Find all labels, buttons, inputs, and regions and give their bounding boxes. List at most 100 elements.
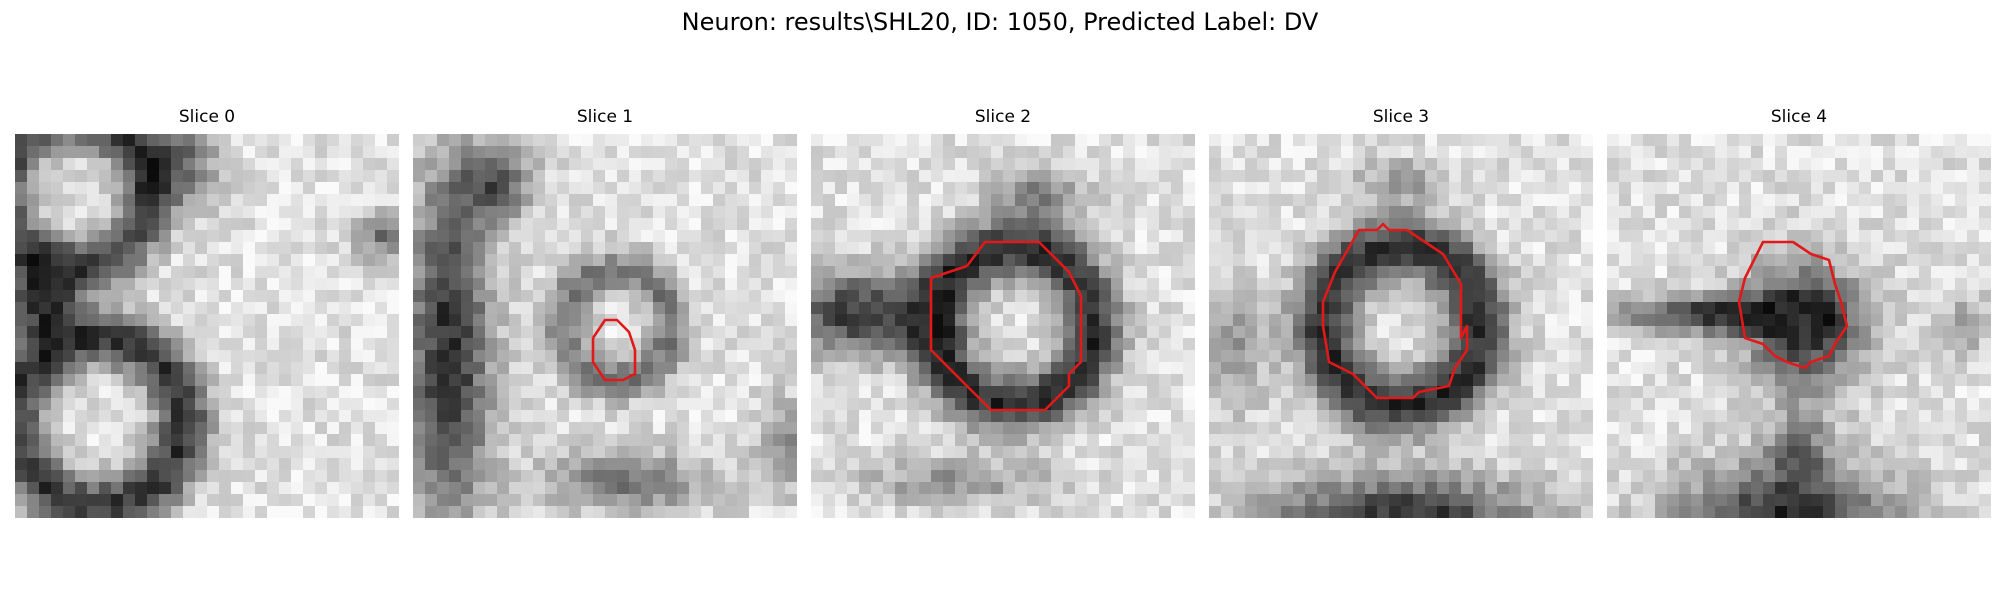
pixel xyxy=(1461,230,1474,243)
pixel xyxy=(545,458,558,471)
pixel xyxy=(1823,170,1836,183)
pixel xyxy=(1581,470,1593,483)
pixel xyxy=(1329,506,1342,518)
pixel xyxy=(1533,302,1546,315)
pixel xyxy=(847,374,860,387)
pixel xyxy=(1497,350,1510,363)
pixel xyxy=(207,326,220,339)
pixel xyxy=(1015,158,1028,171)
pixel xyxy=(1521,326,1534,339)
pixel xyxy=(991,398,1004,411)
pixel xyxy=(979,458,992,471)
pixel xyxy=(1931,422,1944,435)
pixel xyxy=(1389,278,1402,291)
pixel xyxy=(1643,458,1656,471)
pixel xyxy=(267,194,280,207)
pixel xyxy=(437,398,450,411)
pixel xyxy=(919,470,932,483)
pixel xyxy=(773,218,786,231)
pixel xyxy=(461,386,474,399)
pixel xyxy=(1209,302,1222,315)
pixel xyxy=(1039,434,1052,447)
pixel xyxy=(207,374,220,387)
pixel xyxy=(847,146,860,159)
pixel xyxy=(1643,290,1656,303)
pixel xyxy=(279,458,292,471)
pixel xyxy=(773,338,786,351)
pixel xyxy=(1739,134,1752,147)
pixel xyxy=(135,422,148,435)
pixel xyxy=(279,146,292,159)
pixel xyxy=(1051,506,1064,518)
pixel xyxy=(785,326,797,339)
pixel xyxy=(617,494,630,507)
pixel xyxy=(1183,350,1195,363)
pixel xyxy=(1497,470,1510,483)
pixel xyxy=(1377,278,1390,291)
pixel xyxy=(1269,338,1282,351)
pixel xyxy=(847,446,860,459)
pixel xyxy=(581,158,594,171)
pixel xyxy=(1667,278,1680,291)
pixel xyxy=(1739,458,1752,471)
pixel xyxy=(1159,482,1172,495)
pixel xyxy=(1581,338,1593,351)
pixel xyxy=(725,422,738,435)
pixel xyxy=(1461,158,1474,171)
pixel xyxy=(51,242,64,255)
pixel xyxy=(1533,206,1546,219)
pixel xyxy=(1329,218,1342,231)
pixel xyxy=(629,506,642,518)
pixel xyxy=(761,422,774,435)
pixel xyxy=(1655,254,1668,267)
pixel xyxy=(1171,146,1184,159)
pixel xyxy=(1919,254,1932,267)
pixel xyxy=(1039,338,1052,351)
pixel xyxy=(1147,374,1160,387)
pixel xyxy=(1063,410,1076,423)
pixel xyxy=(375,458,388,471)
pixel xyxy=(1545,410,1558,423)
pixel xyxy=(1171,422,1184,435)
pixel xyxy=(1931,398,1944,411)
pixel xyxy=(785,182,797,195)
pixel xyxy=(1171,218,1184,231)
pixel xyxy=(243,266,256,279)
pixel xyxy=(1655,146,1668,159)
pixel xyxy=(1293,218,1306,231)
pixel xyxy=(943,218,956,231)
pixel xyxy=(497,134,510,147)
pixel xyxy=(883,446,896,459)
pixel xyxy=(1209,506,1222,518)
pixel xyxy=(1039,362,1052,375)
pixel xyxy=(1979,362,1991,375)
pixel xyxy=(339,182,352,195)
pixel xyxy=(773,314,786,327)
pixel xyxy=(713,422,726,435)
pixel xyxy=(1233,254,1246,267)
pixel xyxy=(1365,290,1378,303)
pixel xyxy=(183,506,196,518)
pixel xyxy=(1341,458,1354,471)
pixel xyxy=(15,290,28,303)
pixel xyxy=(919,506,932,518)
pixel xyxy=(1159,194,1172,207)
pixel xyxy=(677,494,690,507)
pixel xyxy=(919,218,932,231)
pixel xyxy=(159,290,172,303)
pixel xyxy=(1257,278,1270,291)
pixel xyxy=(123,434,136,447)
pixel xyxy=(1835,134,1848,147)
pixel xyxy=(1063,482,1076,495)
pixel xyxy=(883,386,896,399)
pixel xyxy=(811,302,824,315)
pixel xyxy=(1581,278,1593,291)
pixel xyxy=(195,314,208,327)
pixel xyxy=(1329,242,1342,255)
pixel xyxy=(1521,458,1534,471)
pixel xyxy=(1341,134,1354,147)
pixel xyxy=(1099,158,1112,171)
pixel xyxy=(1329,158,1342,171)
pixel xyxy=(1631,374,1644,387)
pixel xyxy=(725,158,738,171)
